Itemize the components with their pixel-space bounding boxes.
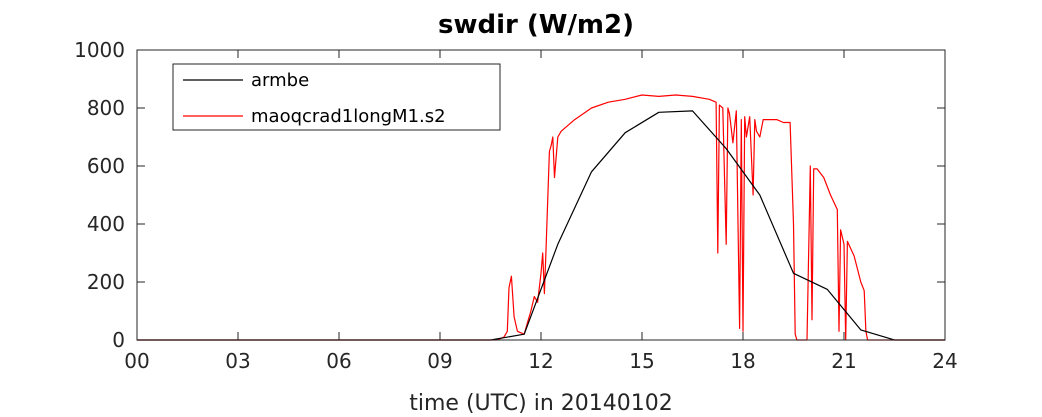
- y-tick-label: 0: [112, 328, 125, 352]
- series-line-armbe: [137, 110, 945, 341]
- chart-title: swdir (W/m2): [438, 10, 634, 40]
- plot-frame: [136, 49, 946, 341]
- legend-label: armbe: [251, 70, 309, 91]
- y-tick-label: 600: [87, 154, 125, 178]
- x-tick-label: 03: [225, 349, 250, 373]
- x-tick-label: 18: [730, 349, 755, 373]
- legend: armbe maoqcrad1longM1.s2: [172, 63, 501, 131]
- ticks-layer: 00 03 06 09 12 15 18 21 24 0 200 400 600 800 1000: [74, 38, 958, 373]
- y-tick-label: 200: [87, 270, 125, 294]
- series-layer: [137, 94, 945, 341]
- x-tick-label: 06: [326, 349, 351, 373]
- x-tick-label: 12: [528, 349, 553, 373]
- y-tick-label: 1000: [74, 38, 125, 62]
- y-tick-label: 800: [87, 96, 125, 120]
- legend-label: maoqcrad1longM1.s2: [251, 106, 446, 127]
- legend-box: [172, 63, 501, 131]
- x-tick-label: 00: [124, 349, 149, 373]
- y-tick-label: 400: [87, 212, 125, 236]
- x-axis-label: time (UTC) in 20140102: [409, 391, 673, 416]
- x-tick-label: 21: [831, 349, 856, 373]
- x-tick-label: 09: [427, 349, 452, 373]
- x-tick-label: 15: [629, 349, 654, 373]
- series-line-maoqcrad1longM1-s2: [137, 94, 945, 341]
- x-tick-label: 24: [932, 349, 957, 373]
